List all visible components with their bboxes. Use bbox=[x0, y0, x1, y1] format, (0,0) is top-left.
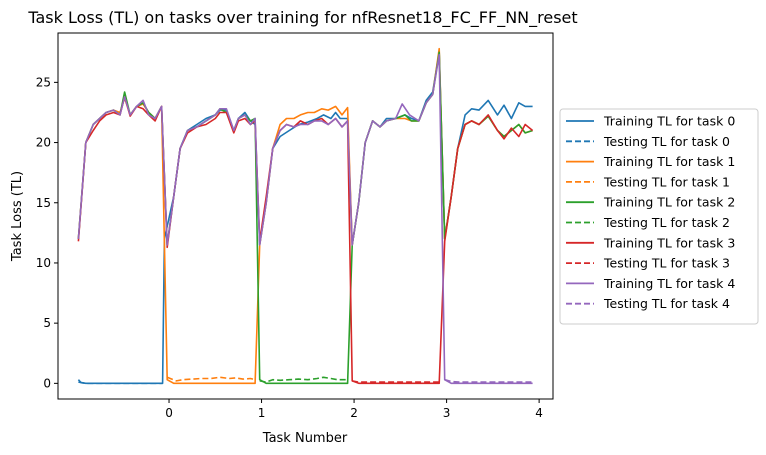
x-axis-label: Task Number bbox=[262, 431, 348, 446]
y-tick-label: 0 bbox=[43, 376, 51, 390]
chart-title: Task Loss (TL) on tasks over training fo… bbox=[27, 8, 577, 28]
series-line-8 bbox=[77, 53, 533, 385]
plot-lines bbox=[77, 47, 534, 385]
series-line-9 bbox=[444, 378, 533, 383]
legend-frame bbox=[559, 108, 759, 325]
legend-label: Testing TL for task 3 bbox=[603, 256, 730, 271]
series-line-2 bbox=[77, 47, 533, 385]
legend-label: Testing TL for task 4 bbox=[603, 296, 730, 311]
legend-label: Testing TL for task 0 bbox=[603, 134, 730, 149]
legend-label: Training TL for task 0 bbox=[603, 114, 735, 129]
y-axis-label: Task Loss (TL) bbox=[10, 171, 25, 262]
x-tick-label: 2 bbox=[350, 406, 358, 420]
series-line-0 bbox=[77, 51, 533, 385]
legend-label: Training TL for task 4 bbox=[603, 276, 735, 291]
x-tick-label: 1 bbox=[258, 406, 266, 420]
y-tick-label: 25 bbox=[36, 75, 51, 89]
series-line-6 bbox=[77, 96, 534, 385]
x-tick-label: 0 bbox=[165, 406, 173, 420]
series-line-1 bbox=[78, 381, 163, 385]
series-line-4 bbox=[77, 51, 533, 385]
series-line-5 bbox=[259, 376, 348, 383]
legend-label: Training TL for task 2 bbox=[603, 195, 735, 210]
y-tick-label: 15 bbox=[36, 196, 51, 210]
y-axis-ticks: 0 5 10 15 20 25 bbox=[36, 75, 58, 390]
legend-label: Training TL for task 3 bbox=[603, 235, 735, 250]
y-tick-label: 10 bbox=[36, 256, 51, 270]
series-line-3 bbox=[166, 376, 256, 382]
x-axis-ticks: 0 1 2 3 4 bbox=[165, 399, 543, 420]
legend-label: Testing TL for task 1 bbox=[603, 174, 730, 189]
y-tick-label: 5 bbox=[43, 316, 51, 330]
plot-frame bbox=[57, 32, 554, 400]
series-line-7 bbox=[352, 380, 440, 383]
y-tick-label: 20 bbox=[36, 136, 51, 150]
legend-label: Testing TL for task 2 bbox=[603, 215, 730, 230]
x-tick-label: 3 bbox=[443, 406, 451, 420]
legend-label: Training TL for task 1 bbox=[603, 154, 735, 169]
x-tick-label: 4 bbox=[535, 406, 543, 420]
legend: Training TL for task 0 Testing TL for tas… bbox=[559, 108, 759, 325]
